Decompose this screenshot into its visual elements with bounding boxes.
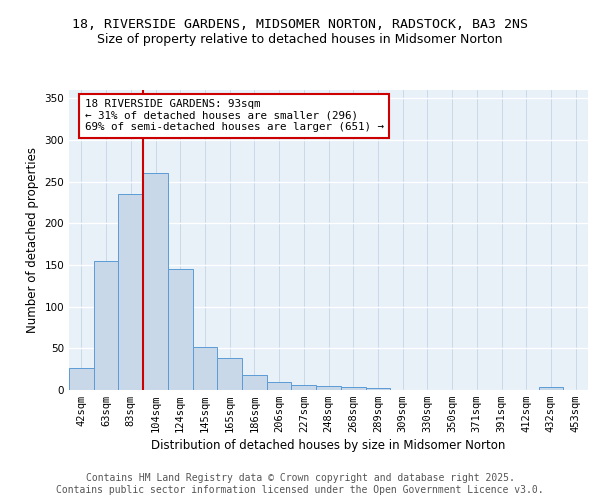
Bar [267, 382, 292, 390]
Bar [365, 388, 390, 390]
Text: Size of property relative to detached houses in Midsomer Norton: Size of property relative to detached ho… [97, 32, 503, 46]
Bar [539, 386, 563, 390]
Bar [69, 368, 94, 390]
Text: Contains HM Land Registry data © Crown copyright and database right 2025.
Contai: Contains HM Land Registry data © Crown c… [56, 474, 544, 495]
Bar [118, 194, 143, 390]
Text: 18, RIVERSIDE GARDENS, MIDSOMER NORTON, RADSTOCK, BA3 2NS: 18, RIVERSIDE GARDENS, MIDSOMER NORTON, … [72, 18, 528, 30]
X-axis label: Distribution of detached houses by size in Midsomer Norton: Distribution of detached houses by size … [151, 440, 506, 452]
Y-axis label: Number of detached properties: Number of detached properties [26, 147, 39, 333]
Bar [193, 346, 217, 390]
Bar [341, 386, 365, 390]
Text: 18 RIVERSIDE GARDENS: 93sqm
← 31% of detached houses are smaller (296)
69% of se: 18 RIVERSIDE GARDENS: 93sqm ← 31% of det… [85, 99, 383, 132]
Bar [143, 174, 168, 390]
Bar [94, 261, 118, 390]
Bar [242, 375, 267, 390]
Bar [217, 358, 242, 390]
Bar [168, 269, 193, 390]
Bar [292, 385, 316, 390]
Bar [316, 386, 341, 390]
